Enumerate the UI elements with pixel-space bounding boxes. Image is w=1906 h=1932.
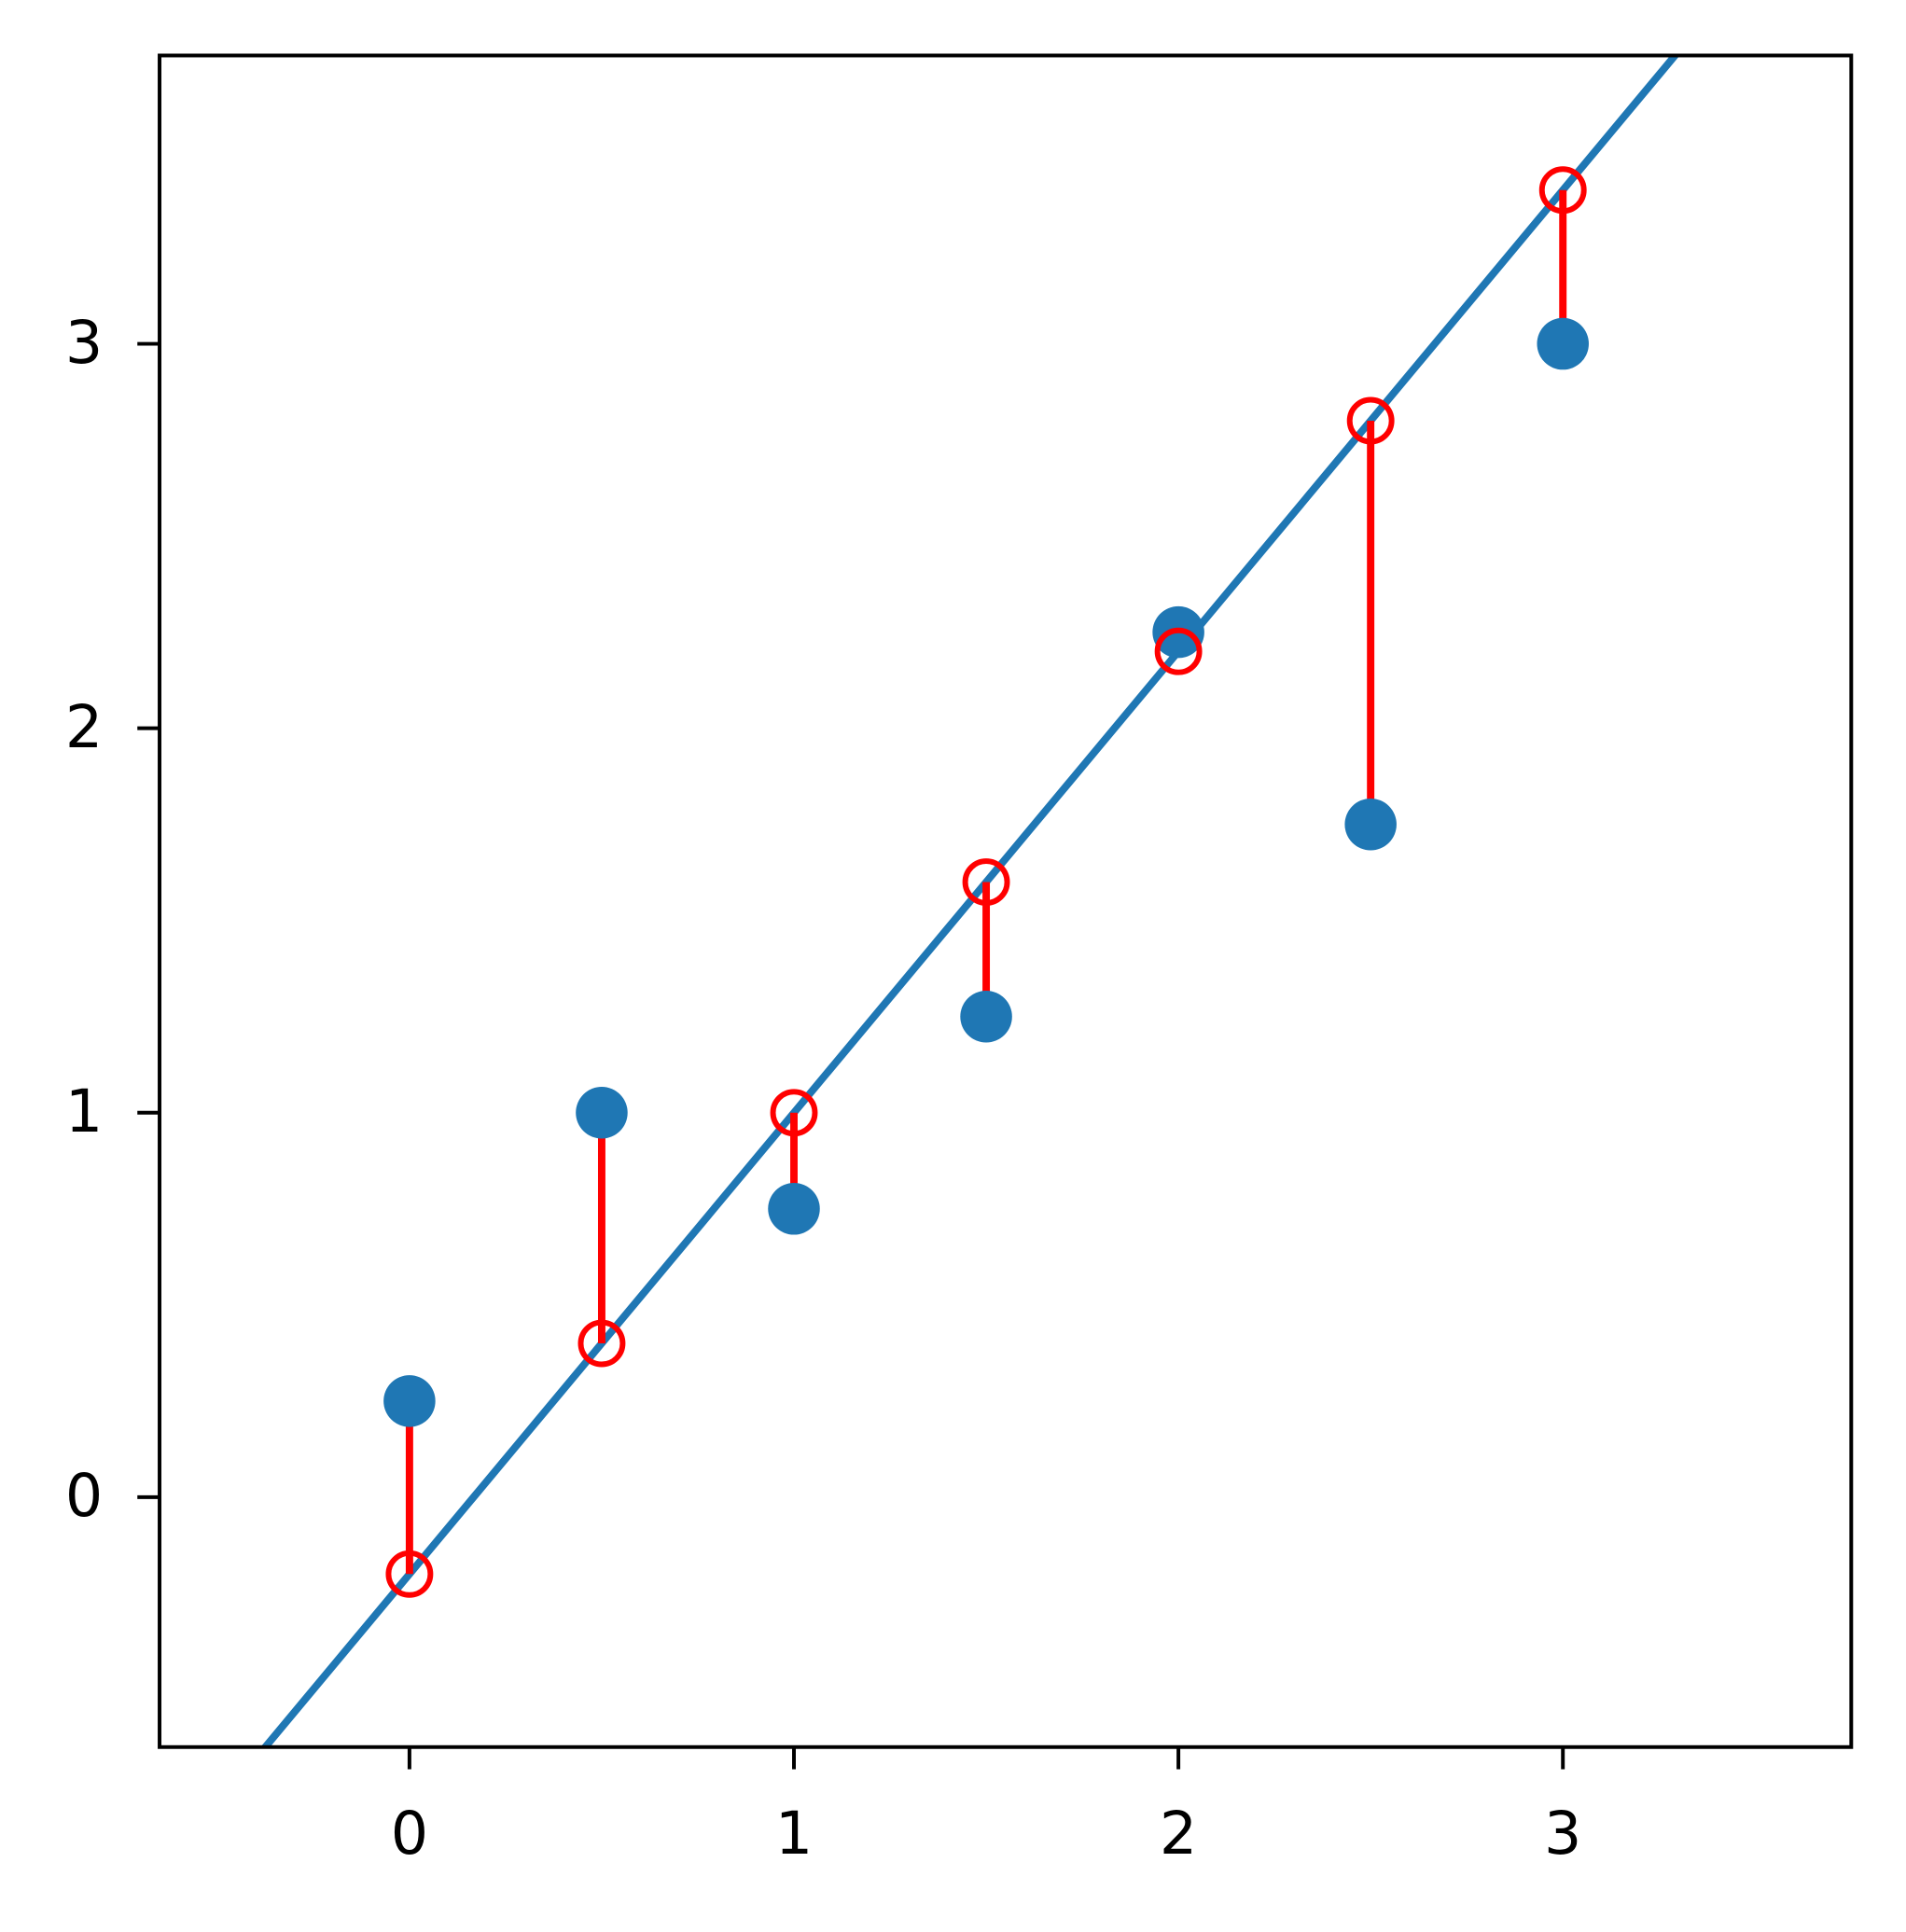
observed-point [1537,317,1589,370]
observed-point [1344,798,1397,851]
fitted-point [1346,396,1395,445]
fitted-point [1538,166,1587,215]
y-tick-label: 0 [65,1461,103,1530]
fitted-point [385,1550,434,1598]
x-tick-label: 3 [1544,1799,1581,1868]
observed-point [576,1087,628,1139]
fitted-point [962,858,1010,906]
fitted-point [770,1089,818,1137]
plot-area [260,55,1680,1747]
observed-point [383,1375,436,1427]
y-tick-label: 2 [65,692,103,761]
fit-line [260,55,1680,1747]
fitted-point [1154,627,1203,675]
observed-point [768,1183,820,1235]
axes-frame [158,53,1854,1749]
y-tick-label: 1 [65,1077,103,1146]
x-tick-label: 2 [1160,1799,1197,1868]
x-tick-label: 1 [775,1799,813,1868]
y-tick-label: 3 [65,308,103,377]
fitted-point [577,1319,626,1368]
observed-point [960,990,1012,1043]
x-tick-label: 0 [391,1799,428,1868]
